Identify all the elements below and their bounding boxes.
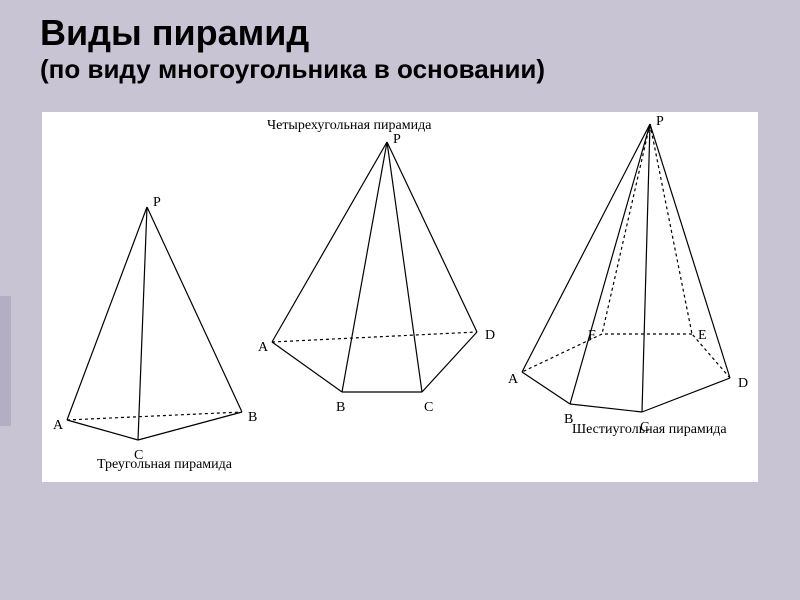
vertex-label-F: F (588, 328, 596, 344)
vertex-label-D: D (738, 376, 748, 392)
title-block: Виды пирамид (по виду многоугольника в о… (40, 12, 545, 85)
side-tab (0, 296, 11, 426)
pyramid-caption-hexagonal: Шестиугольная пирамида (572, 422, 727, 438)
vertex-label-P: P (656, 114, 664, 130)
vertex-label-B: B (336, 400, 345, 416)
vertex-label-E: E (698, 328, 707, 344)
pyramid-hexagonal (522, 124, 730, 412)
vertex-label-P: P (153, 195, 161, 211)
vertex-label-B: B (248, 410, 257, 426)
diagram-canvas: PABCТреугольная пирамидаPABCDЧетырехугол… (42, 112, 758, 482)
vertex-label-C: C (424, 400, 433, 416)
pyramid-caption-triangular: Треугольная пирамида (97, 457, 232, 473)
pyramid-caption-quadrilateral: Четырехугольная пирамида (267, 118, 431, 134)
vertex-label-A: A (258, 340, 268, 356)
title-sub: (по виду многоугольника в основании) (40, 54, 545, 85)
pyramid-triangular (67, 207, 242, 440)
vertex-label-P: P (393, 132, 401, 148)
pyramid-quadrilateral (272, 142, 477, 392)
vertex-label-D: D (485, 328, 495, 344)
vertex-label-A: A (508, 372, 518, 388)
title-main: Виды пирамид (40, 12, 545, 54)
vertex-label-A: A (53, 418, 63, 434)
